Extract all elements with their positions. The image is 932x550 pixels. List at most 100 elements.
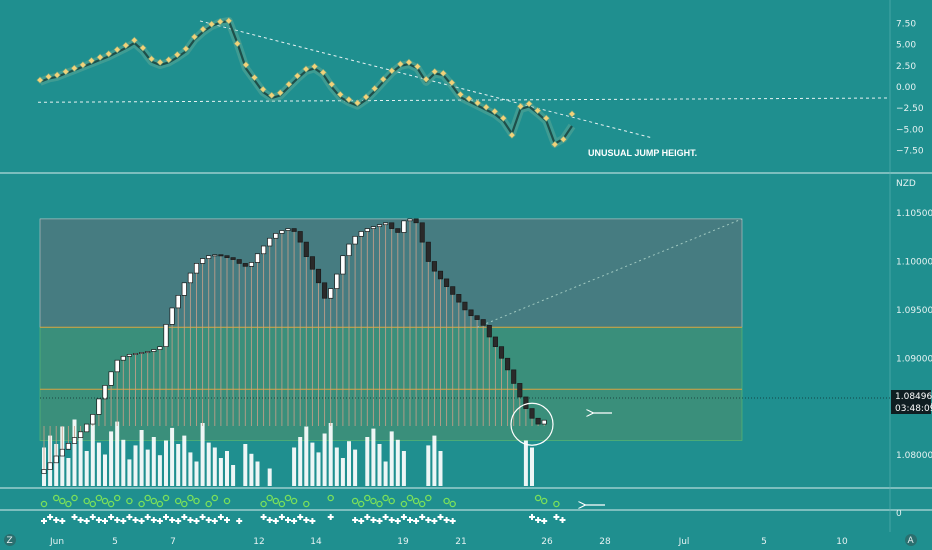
x-axis-tick-label: 19 [397,537,409,547]
volume-bar [182,435,187,486]
candle-body [535,417,541,425]
candle-body [346,243,352,257]
candle-body [242,263,248,267]
volume-bar [164,440,168,486]
corner-right-badge[interactable] [905,534,917,546]
signal-circle [181,500,188,508]
oscillator-marker [336,90,344,99]
signal-cross [138,518,145,524]
candle-body [169,307,175,325]
corner-left-label[interactable]: Z [7,536,13,546]
signal-circle [534,494,542,502]
signal-circle [290,497,298,505]
signal-circle [376,500,383,508]
signal-cross [77,517,84,523]
volume-bar [133,445,138,486]
oscillator-marker [276,89,284,97]
signal-cross [132,517,139,523]
volume-bar [218,458,223,486]
signal-circle [83,497,90,505]
volume-bar [322,433,327,486]
countdown-badge [891,402,931,414]
signal-circle [260,500,267,508]
signal-cross [400,514,407,520]
oscillator-marker [362,93,370,101]
signal-cross [535,517,542,523]
oscillator-baseline [37,97,889,103]
oscillator-marker [130,36,139,44]
signal-cross [181,514,188,520]
volume-bar [365,437,370,486]
volume-bar [188,452,193,486]
x-axis-tick-label: 12 [253,537,264,547]
signal-circle [150,497,158,505]
oscillator-tick-label: 7.50 [896,19,916,29]
signal-circle [303,500,310,508]
volume-bar [371,428,376,486]
oscillator-marker [242,61,250,69]
volume-bar [96,442,101,486]
x-axis-tick-label: 26 [541,537,553,547]
oscillator-marker [87,56,96,65]
signal-circle [540,497,548,505]
candle-body [407,218,413,222]
signal-circle [400,500,408,508]
oscillator-annotation: UNUSUAL JUMP HEIGHT. [588,148,697,158]
oscillator-marker [465,95,473,103]
signal-cross [89,514,96,520]
signal-cross [126,514,133,520]
signal-circle [272,497,280,505]
x-axis-tick-label: 21 [455,537,466,547]
candle-body [90,414,96,425]
volume-bar [377,444,382,486]
signal-cross [47,514,54,520]
candle-body [352,235,358,245]
candle-body [261,245,267,255]
oscillator-marker [542,114,550,122]
oscillator-marker [508,131,516,139]
candle-body [175,295,181,309]
oscillator-marker [216,18,224,26]
volume-bar [200,423,205,486]
corner-right-label[interactable]: A [908,536,915,546]
candle-body [157,346,163,350]
price-currency-label: NZD [896,179,916,189]
candle-body [413,218,419,224]
volume-bar [523,440,528,486]
signal-circle [357,500,365,508]
price-panel: 1.105001.100001.095001.090001.085001.080… [39,209,932,486]
oscillator-marker [396,60,405,68]
oscillator-tick-label: 0.00 [896,83,916,93]
signal-cross [376,518,383,524]
oscillator-marker [139,44,147,52]
signal-cross [169,517,176,523]
candle-body [303,241,309,257]
signal-cross [187,517,194,523]
oscillator-marker [285,80,293,88]
volume-bar [530,447,534,486]
candle-body [120,355,126,361]
candle-body [108,371,114,386]
oscillator-marker [559,135,568,143]
signal-cross [394,518,401,524]
candle-body [181,282,187,296]
candle-body [96,398,102,415]
x-axis-tick-label: 5 [112,537,118,547]
signal-circle [211,494,219,502]
oscillator-marker [491,107,499,116]
corner-left-badge[interactable] [4,534,16,546]
oscillator-marker [456,90,465,99]
candle-body [315,268,322,284]
signal-cross [388,517,395,523]
oscillator-marker [233,40,241,48]
oscillator-marker [182,45,190,53]
volume-bar [383,461,388,486]
oscillator-tick-label: −2.50 [896,104,924,114]
oscillator-marker [156,58,164,66]
signal-cross [156,518,163,524]
axes: Jun 5 7 12 14 19 21 26 28 Jul 5 10 [49,537,848,547]
oscillator-marker [173,51,181,59]
price-zone [39,218,743,328]
volume-bar [145,449,150,486]
